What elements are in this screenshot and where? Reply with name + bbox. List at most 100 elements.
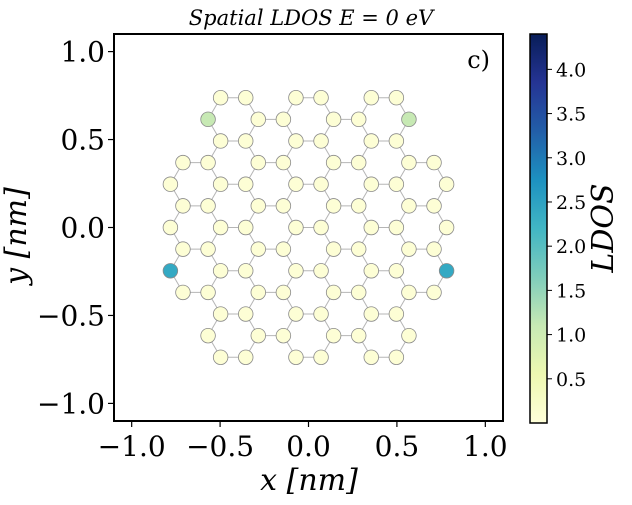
atom-site [351,198,367,214]
atom-site [288,219,304,236]
atom-site [162,263,179,279]
atom-site [275,284,292,301]
atom-site [388,263,405,279]
colorbar-tick-label: 0.5 [556,369,586,391]
atom-site [175,284,191,301]
colorbar-ticks: 0.5 1.0 1.5 2.0 2.5 3.0 3.5 4.0 [547,59,586,391]
atom-site [401,111,417,128]
y-axis: 1.0 0.5 0.0 −0.5 −1.0 [37,36,114,420]
atom-site [175,241,191,257]
colorbar-tick-label: 3.5 [556,104,586,126]
panel-label: c) [467,46,490,74]
atom-site [288,133,304,149]
atom-site [238,349,254,365]
atom-site [388,176,405,192]
atom-site [212,263,229,279]
atom-site [363,133,379,149]
y-tick-label: 0.0 [60,212,105,245]
atom-site [250,111,266,128]
atom-site [313,176,329,192]
atom-site [363,176,379,192]
atom-site [238,219,254,236]
atom-site [200,327,216,344]
atom-site [238,306,254,322]
y-axis-label: y [nm] [0,187,34,287]
colorbar: 0.5 1.0 1.5 2.0 2.5 3.0 3.5 4.0 LDOS [529,33,621,424]
x-axis-label: x [nm] [260,463,358,498]
atom-site [351,284,367,301]
atom-site [438,219,455,236]
x-tick-label: 0.5 [375,430,420,463]
atom-site [426,241,442,257]
atom-site [250,327,266,344]
atom-site [325,327,342,344]
atom-site [250,241,266,257]
y-tick-label: −1.0 [37,387,105,420]
atoms-layer [162,90,455,365]
atom-site [200,111,216,128]
atom-site [388,90,405,106]
colorbar-tick-label: 1.5 [556,280,586,302]
atom-site [401,154,417,171]
atom-site [200,198,216,214]
x-tick-label: −0.5 [186,430,254,463]
atom-site [401,284,417,301]
atom-site [388,349,405,365]
atom-site [212,219,229,236]
atom-site [288,176,304,192]
atom-site [212,90,229,106]
x-axis: −1.0 −0.5 0.0 0.5 1.0 [98,421,508,463]
atom-site [438,263,455,279]
colorbar-tick-label: 4.0 [556,59,586,81]
atom-site [175,154,191,171]
atom-site [363,90,379,106]
atom-site [200,241,216,257]
atom-site [401,198,417,214]
y-tick-label: 1.0 [60,36,105,69]
atom-site [313,90,329,106]
atom-site [313,219,329,236]
atom-site [388,219,405,236]
atom-site [275,241,292,257]
atom-site [351,154,367,171]
atom-site [275,327,292,344]
atom-site [325,284,342,301]
atom-site [212,133,229,149]
x-tick-label: 0.0 [286,430,331,463]
atom-site [351,241,367,257]
y-tick-label: 0.5 [60,124,105,157]
atom-site [275,154,292,171]
plot-area [162,90,455,365]
x-tick-label: 1.0 [463,430,508,463]
atom-site [426,154,442,171]
atom-site [200,154,216,171]
colorbar-tick-label: 1.0 [556,325,586,347]
atom-site [288,263,304,279]
atom-site [250,198,266,214]
atom-site [250,284,266,301]
atom-site [238,176,254,192]
atom-site [325,241,342,257]
atom-site [200,284,216,301]
colorbar-tick-label: 2.5 [556,192,586,214]
atom-site [325,198,342,214]
atom-site [426,284,442,301]
atom-site [351,327,367,344]
colorbar-tick-label: 3.0 [556,148,586,170]
atom-site [426,198,442,214]
atom-site [313,133,329,149]
atom-site [401,241,417,257]
atom-site [388,133,405,149]
atom-site [212,176,229,192]
colorbar-tick-label: 2.0 [556,236,586,258]
atom-site [288,90,304,106]
y-tick-label: −0.5 [37,299,105,332]
atom-site [325,111,342,128]
atom-site [325,154,342,171]
atom-site [162,219,179,236]
atom-site [363,219,379,236]
atom-site [351,111,367,128]
atom-site [238,133,254,149]
atom-site [175,198,191,214]
